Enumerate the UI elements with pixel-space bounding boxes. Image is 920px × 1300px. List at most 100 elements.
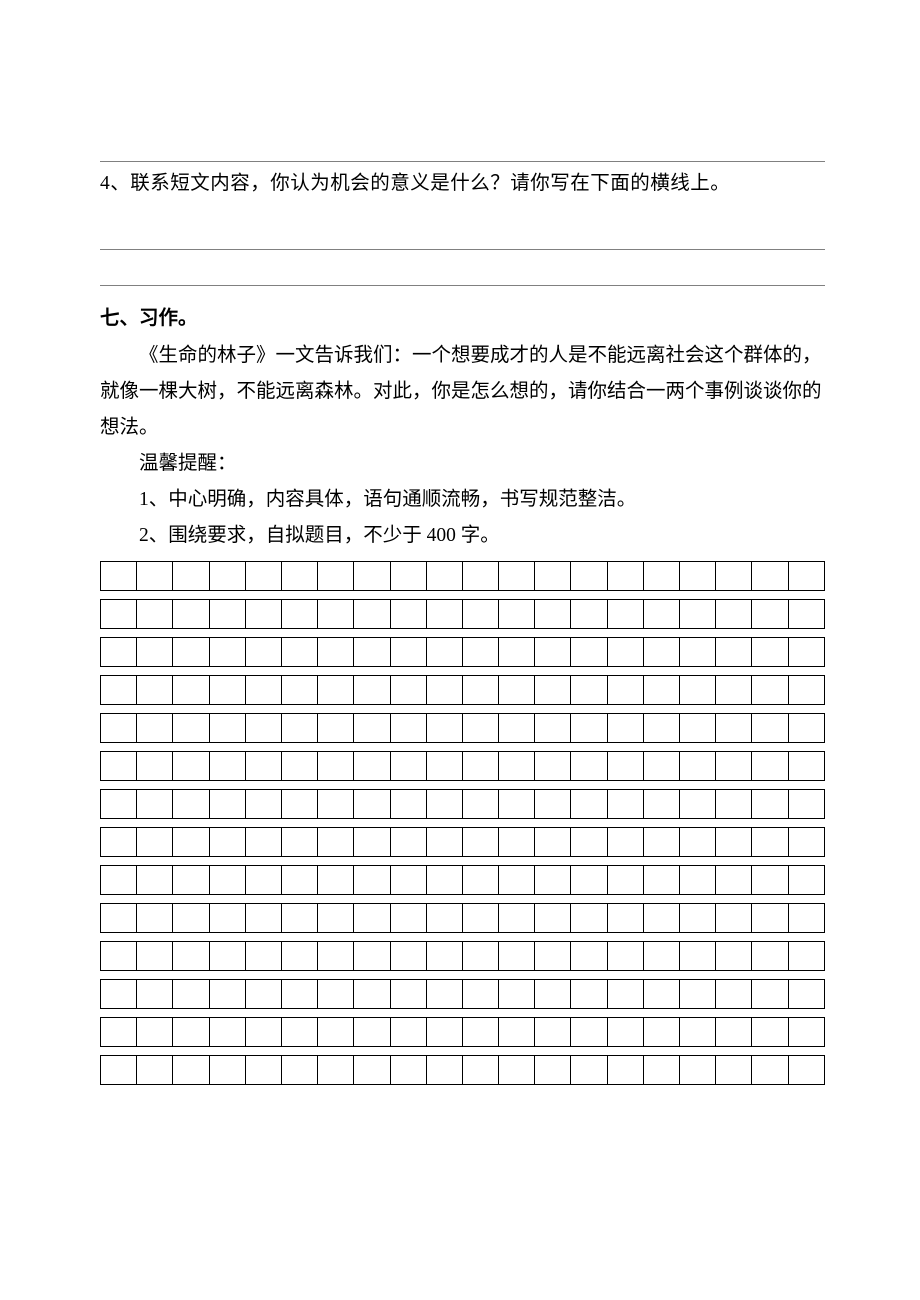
grid-gap-cell: [281, 932, 317, 941]
grid-cell: [752, 751, 788, 780]
grid-cell: [318, 561, 354, 590]
grid-gap-cell: [643, 932, 679, 941]
grid-cell: [137, 903, 173, 932]
grid-gap-cell: [101, 704, 137, 713]
grid-cell: [716, 865, 752, 894]
grid-cell: [499, 751, 535, 780]
grid-gap-cell: [571, 894, 607, 903]
grid-gap-cell: [607, 970, 643, 979]
grid-gap-cell: [426, 894, 462, 903]
grid-gap-cell: [535, 628, 571, 637]
grid-cell: [354, 941, 390, 970]
grid-cell: [390, 979, 426, 1008]
grid-gap-cell: [318, 704, 354, 713]
grid-cell: [354, 789, 390, 818]
grid-gap-cell: [571, 628, 607, 637]
grid-gap-cell: [281, 590, 317, 599]
grid-cell: [209, 561, 245, 590]
grid-gap-cell: [137, 704, 173, 713]
grid-gap-cell: [788, 780, 824, 789]
grid-cell: [281, 675, 317, 704]
document-body: 4、联系短文内容，你认为机会的意义是什么？请你写在下面的横线上。 七、习作。 《…: [100, 130, 825, 1085]
grid-gap-cell: [354, 1008, 390, 1017]
grid-row: [101, 865, 825, 894]
grid-cell: [607, 751, 643, 780]
grid-gap-cell: [680, 628, 716, 637]
grid-gap-cell: [390, 818, 426, 827]
grid-cell: [788, 903, 824, 932]
grid-gap-cell: [462, 780, 498, 789]
grid-cell: [137, 599, 173, 628]
grid-cell: [535, 599, 571, 628]
grid-gap-cell: [354, 970, 390, 979]
grid-cell: [173, 789, 209, 818]
grid-cell: [209, 979, 245, 1008]
grid-cell: [462, 1055, 498, 1084]
section-7-heading: 七、习作。: [100, 300, 825, 336]
grid-gap-cell: [499, 894, 535, 903]
grid-gap-cell: [752, 590, 788, 599]
grid-gap-cell: [318, 780, 354, 789]
grid-gap-cell: [101, 590, 137, 599]
grid-cell: [788, 561, 824, 590]
grid-cell: [680, 865, 716, 894]
grid-cell: [643, 751, 679, 780]
grid-cell: [462, 561, 498, 590]
grid-gap-cell: [426, 818, 462, 827]
grid-cell: [354, 561, 390, 590]
grid-cell: [245, 865, 281, 894]
grid-gap-cell: [643, 742, 679, 751]
grid-cell: [571, 827, 607, 856]
grid-cell: [788, 827, 824, 856]
grid-cell: [209, 789, 245, 818]
grid-cell: [680, 637, 716, 666]
grid-cell: [101, 1055, 137, 1084]
grid-cell: [318, 751, 354, 780]
grid-gap-cell: [571, 1046, 607, 1055]
grid-gap-cell: [535, 894, 571, 903]
grid-gap-cell: [752, 780, 788, 789]
grid-gap-cell: [137, 1046, 173, 1055]
grid-gap-cell: [101, 628, 137, 637]
grid-cell: [101, 713, 137, 742]
grid-gap-cell: [354, 1046, 390, 1055]
grid-gap-cell: [788, 704, 824, 713]
grid-gap-cell: [281, 1046, 317, 1055]
grid-gap-cell: [680, 856, 716, 865]
grid-gap-row: [101, 666, 825, 675]
grid-cell: [752, 599, 788, 628]
grid-cell: [499, 637, 535, 666]
grid-cell: [462, 903, 498, 932]
grid-cell: [426, 979, 462, 1008]
grid-cell: [571, 599, 607, 628]
grid-gap-cell: [571, 970, 607, 979]
grid-cell: [716, 789, 752, 818]
grid-gap-cell: [390, 742, 426, 751]
grid-gap-cell: [535, 1046, 571, 1055]
grid-gap-cell: [173, 1008, 209, 1017]
grid-cell: [318, 903, 354, 932]
grid-gap-cell: [173, 780, 209, 789]
grid-cell: [173, 637, 209, 666]
grid-gap-cell: [680, 932, 716, 941]
grid-gap-cell: [499, 742, 535, 751]
grid-gap-cell: [426, 666, 462, 675]
grid-cell: [680, 675, 716, 704]
grid-gap-cell: [752, 894, 788, 903]
grid-cell: [390, 637, 426, 666]
grid-row: [101, 979, 825, 1008]
grid-row: [101, 637, 825, 666]
grid-cell: [499, 789, 535, 818]
grid-gap-cell: [173, 742, 209, 751]
grid-gap-cell: [318, 894, 354, 903]
grid-cell: [788, 637, 824, 666]
grid-cell: [607, 1017, 643, 1046]
grid-cell: [281, 1055, 317, 1084]
grid-cell: [680, 903, 716, 932]
grid-gap-cell: [209, 818, 245, 827]
grid-gap-cell: [245, 932, 281, 941]
grid-cell: [426, 865, 462, 894]
grid-gap-cell: [716, 894, 752, 903]
grid-cell: [535, 941, 571, 970]
grid-gap-cell: [173, 628, 209, 637]
